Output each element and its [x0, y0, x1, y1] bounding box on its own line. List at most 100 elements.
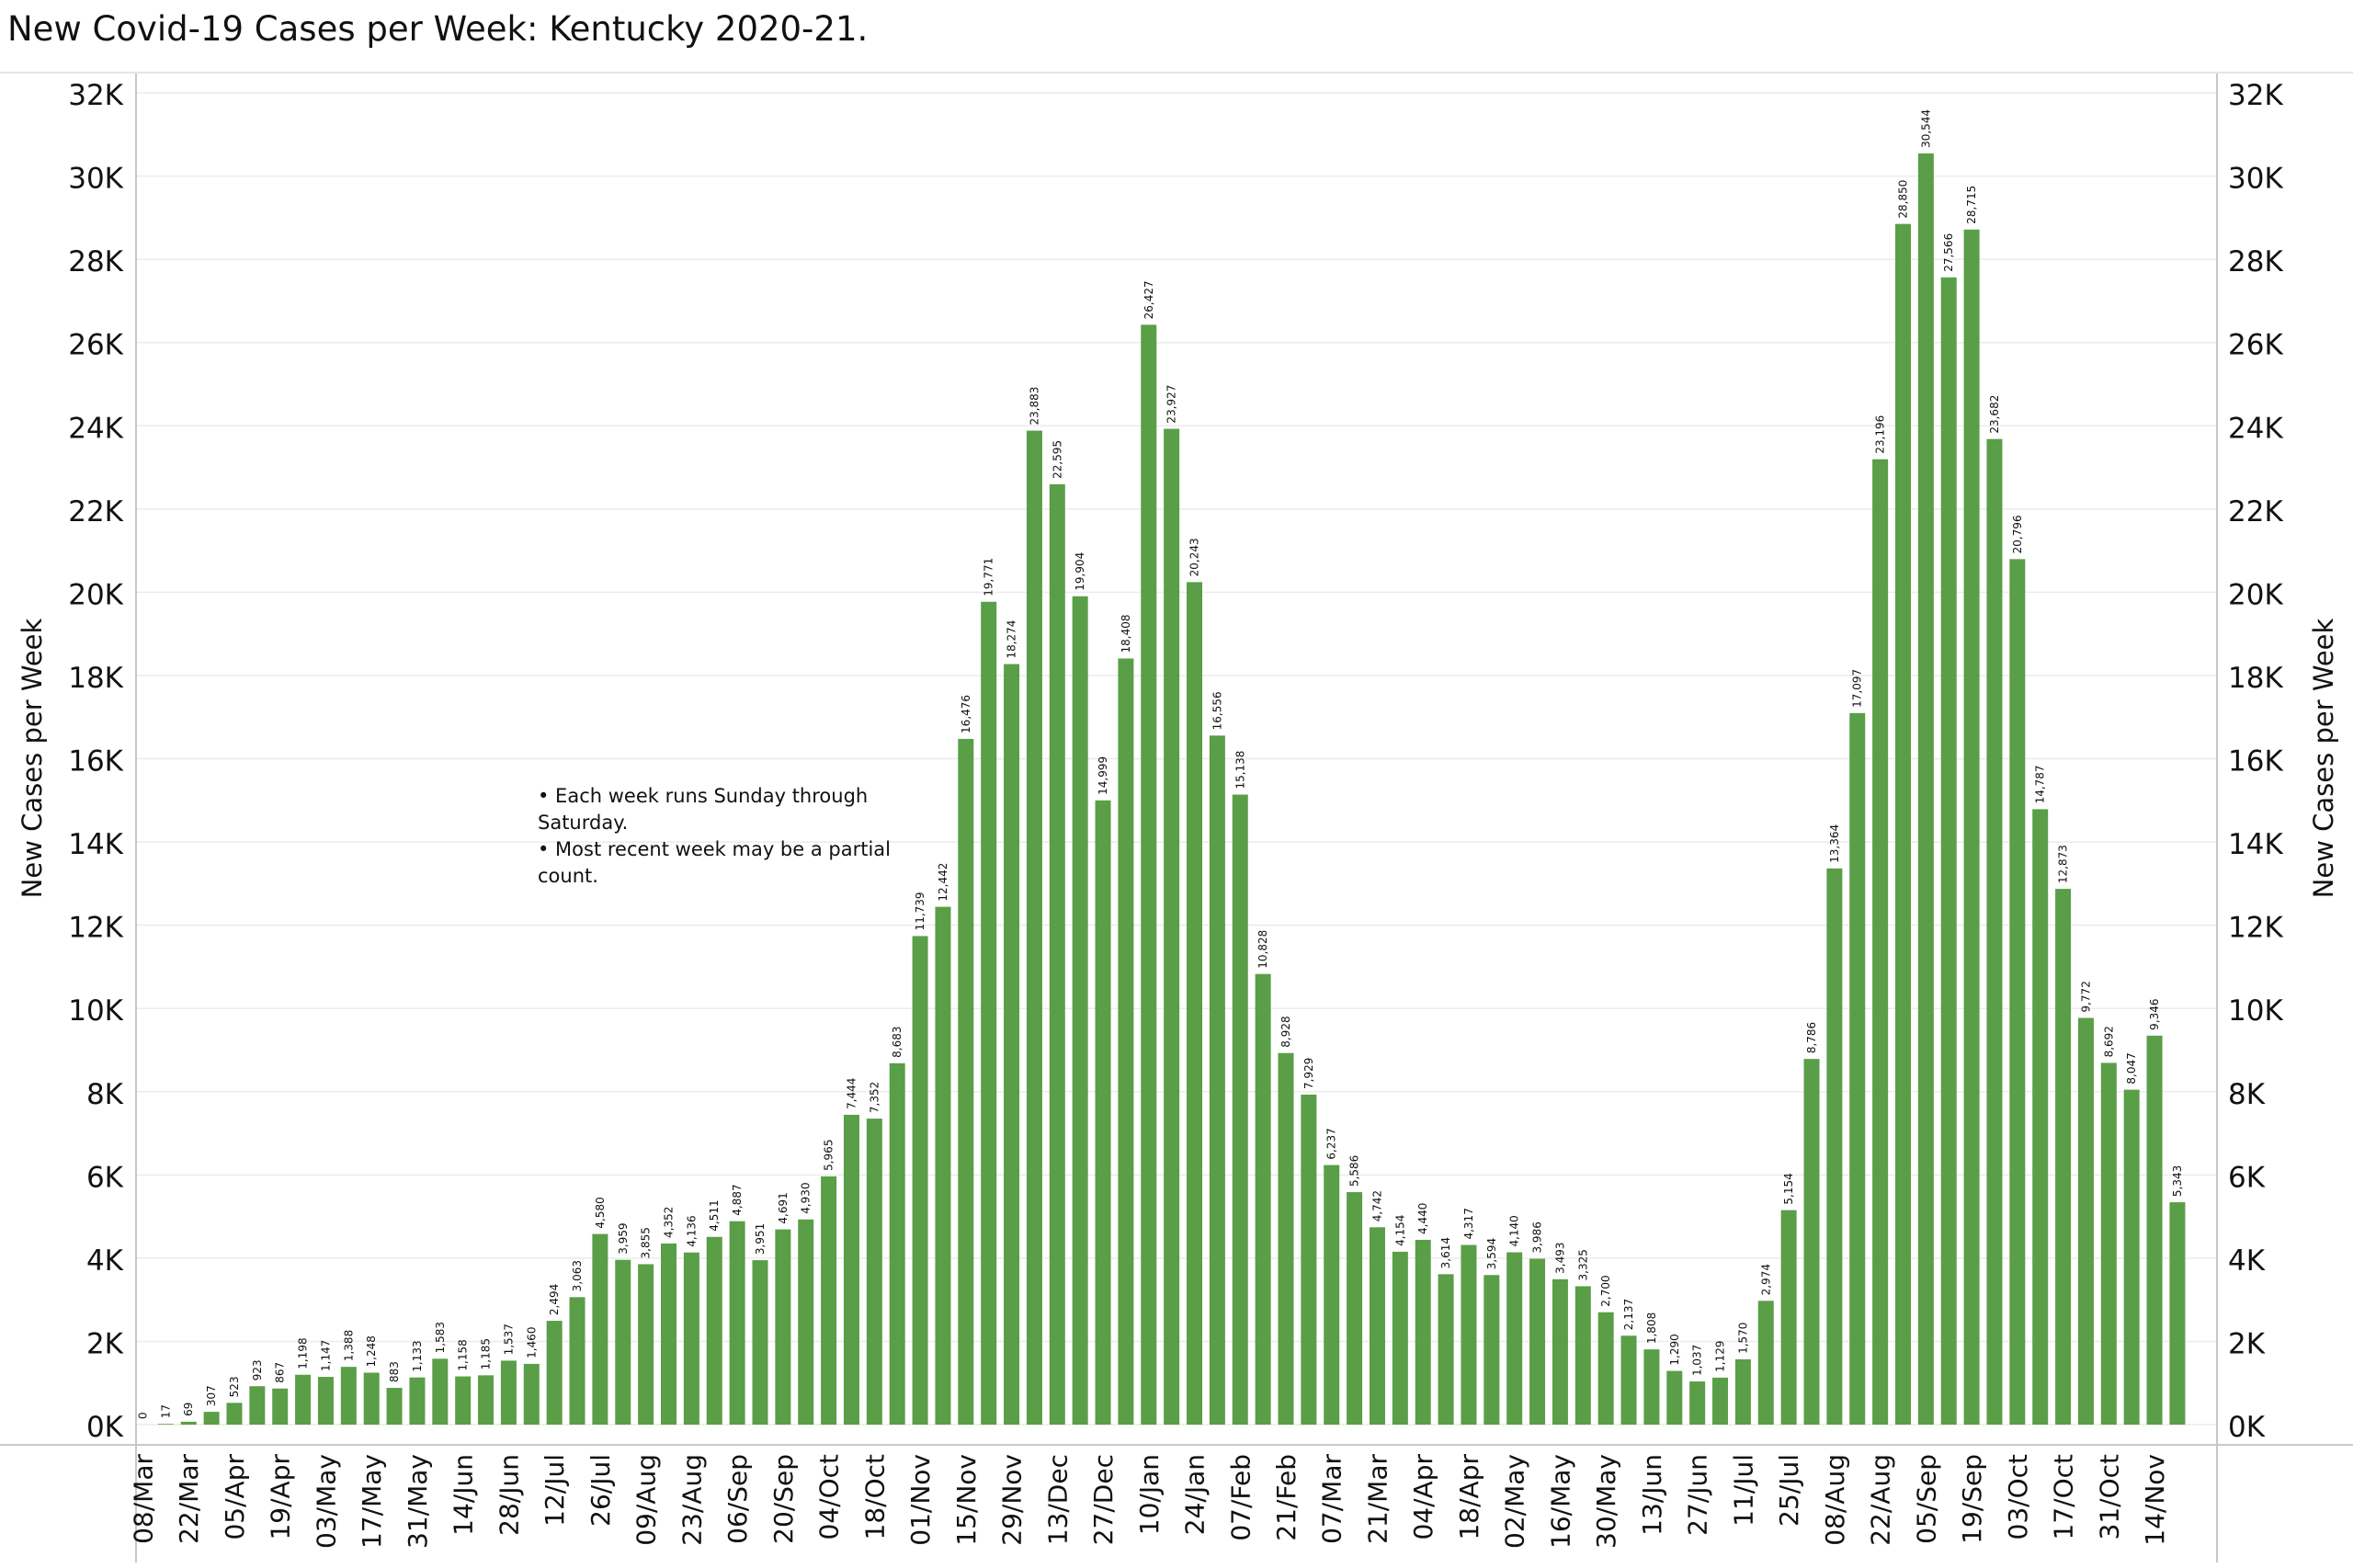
bar-value-label: 14,787 — [2034, 765, 2047, 803]
bar-value-label: 7,929 — [1302, 1058, 1315, 1089]
bar-value-label: 3,614 — [1439, 1237, 1452, 1268]
bar — [1734, 1358, 1751, 1425]
bar-value-label: 1,198 — [297, 1337, 310, 1369]
bar-value-label: 6,237 — [1325, 1128, 1338, 1159]
bar-value-label: 1,133 — [411, 1340, 424, 1371]
bar-value-label: 1,129 — [1714, 1341, 1727, 1372]
bar — [1940, 277, 1957, 1425]
y-tick-label-left: 20K — [68, 578, 123, 611]
bar-value-label: 5,965 — [823, 1140, 835, 1171]
bar-value-label: 3,325 — [1576, 1249, 1589, 1280]
y-tick-label-right: 18K — [2228, 662, 2283, 695]
x-tick-label: 08/Aug — [1820, 1454, 1850, 1546]
bar — [409, 1377, 426, 1425]
bar — [295, 1374, 312, 1425]
bar-value-label: 5,343 — [2171, 1165, 2184, 1197]
bar — [1849, 712, 1866, 1425]
x-tick-label: 22/Mar — [174, 1454, 204, 1544]
x-tick-label: 19/Sep — [1957, 1454, 1987, 1544]
bar — [638, 1264, 654, 1425]
bar — [2077, 1017, 2094, 1425]
bar-value-label: 19,904 — [1074, 552, 1086, 591]
bar-value-label: 19,771 — [983, 558, 995, 597]
bar — [1757, 1301, 1774, 1425]
y-tick-label-right: 20K — [2228, 578, 2283, 611]
bar-value-label: 8,928 — [1279, 1016, 1292, 1047]
bar-value-label: 17 — [159, 1404, 172, 1418]
y-tick-label-right: 14K — [2228, 828, 2283, 861]
bar-value-label: 23,682 — [1988, 395, 2001, 434]
bar — [523, 1363, 540, 1425]
bar-value-label: 1,570 — [1736, 1323, 1749, 1354]
x-tick-label: 20/Sep — [768, 1454, 799, 1544]
bar-value-label: 3,594 — [1485, 1238, 1498, 1269]
bar-value-label: 3,493 — [1553, 1242, 1566, 1273]
bar — [1506, 1252, 1523, 1425]
bar-value-label: 4,691 — [777, 1192, 790, 1223]
bar — [203, 1412, 220, 1425]
x-tick-label: 25/Jul — [1774, 1454, 1804, 1527]
bar — [1072, 596, 1088, 1425]
bar — [775, 1229, 791, 1425]
bar — [866, 1119, 882, 1425]
bar — [569, 1297, 585, 1425]
x-tick-label: 07/Mar — [1317, 1454, 1347, 1544]
bar-value-label: 3,063 — [571, 1260, 584, 1291]
bar-value-label: 69 — [182, 1403, 195, 1416]
x-tick-label: 14/Nov — [2140, 1454, 2170, 1546]
bar — [1826, 868, 1843, 1425]
y-tick-label-right: 10K — [2228, 994, 2283, 1028]
x-tick-label: 23/Aug — [676, 1454, 707, 1546]
bar — [1712, 1377, 1729, 1425]
y-tick-label-left: 4K — [86, 1244, 124, 1278]
x-tick-label: 31/Oct — [2094, 1454, 2124, 1540]
bar-value-label: 1,248 — [365, 1335, 378, 1367]
y-tick-label-right: 24K — [2228, 412, 2283, 445]
x-tick-label: 21/Mar — [1362, 1454, 1392, 1544]
bar-value-label: 8,786 — [1805, 1022, 1818, 1053]
bar-value-label: 4,317 — [1462, 1208, 1475, 1239]
bar — [1643, 1349, 1660, 1425]
bar-value-label: 1,583 — [434, 1322, 447, 1353]
bar-value-label: 28,850 — [1896, 180, 1909, 219]
bar — [180, 1421, 197, 1425]
bar-value-label: 23,883 — [1028, 387, 1040, 426]
x-tick-label: 05/Sep — [1911, 1454, 1941, 1544]
bar-value-label: 16,556 — [1211, 691, 1223, 730]
bar-value-label: 20,243 — [1188, 538, 1201, 576]
y-tick-label-left: 32K — [68, 79, 123, 112]
y-tick-label-left: 2K — [86, 1327, 124, 1360]
y-tick-label-right: 26K — [2228, 329, 2283, 362]
bar — [615, 1259, 631, 1425]
x-tick-label: 05/Apr — [220, 1454, 250, 1540]
y-tick-label-left: 24K — [68, 412, 123, 445]
bar-value-label: 1,290 — [1668, 1334, 1681, 1365]
bar — [249, 1386, 266, 1425]
x-tick-label: 17/Oct — [2049, 1454, 2079, 1540]
bar-value-label: 1,388 — [342, 1330, 355, 1361]
x-tick-label: 29/Nov — [997, 1454, 1028, 1546]
bar-value-label: 3,951 — [754, 1223, 767, 1255]
y-tick-label-right: 6K — [2228, 1161, 2266, 1194]
bar-value-label: 2,494 — [548, 1284, 561, 1315]
x-tick-label: 28/Jun — [494, 1454, 524, 1536]
bar — [478, 1375, 494, 1425]
bar — [2146, 1035, 2163, 1425]
bar-value-label: 307 — [205, 1385, 218, 1406]
x-tick-label: 06/Sep — [722, 1454, 753, 1544]
bar — [1232, 794, 1248, 1425]
x-tick-label: 27/Dec — [1088, 1454, 1119, 1545]
y-tick-label-right: 12K — [2228, 912, 2283, 945]
x-tick-label: 03/Oct — [2003, 1454, 2033, 1540]
bar-value-label: 523 — [228, 1376, 241, 1397]
bar-value-label: 883 — [388, 1361, 401, 1382]
bar-value-label: 867 — [274, 1362, 287, 1383]
y-tick-label-right: 22K — [2228, 495, 2283, 528]
x-tick-label: 07/Feb — [1225, 1454, 1256, 1541]
bar-value-label: 4,742 — [1370, 1190, 1383, 1221]
bar — [1347, 1192, 1363, 1425]
y-tick-label-right: 30K — [2228, 163, 2283, 196]
x-tick-label: 31/May — [403, 1454, 433, 1549]
bar — [1917, 153, 1934, 1426]
title-divider — [0, 72, 2353, 74]
